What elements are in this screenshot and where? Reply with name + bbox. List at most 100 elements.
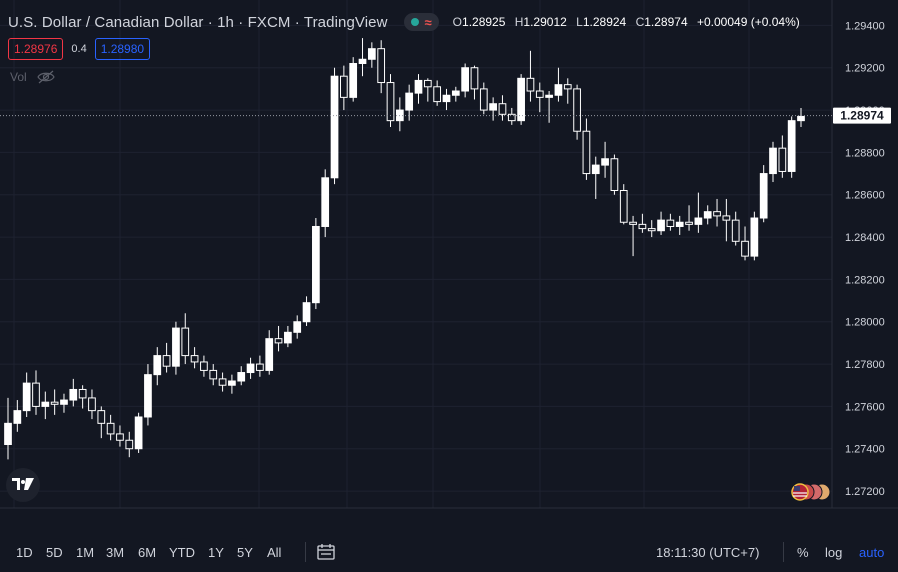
candle-body-down: [507, 113, 516, 122]
sell-button[interactable]: 1.28976: [8, 38, 64, 60]
candle-body-up: [41, 401, 50, 407]
timeframe-button[interactable]: 5D: [46, 545, 63, 560]
candle: [358, 38, 367, 77]
candle-body-up: [237, 372, 246, 382]
candle: [713, 198, 721, 227]
timeframe-button[interactable]: All: [267, 545, 282, 560]
change-value: +0.00049 (+0.04%): [696, 15, 800, 29]
tradingview-logo[interactable]: [6, 468, 40, 502]
date-range-icon[interactable]: [317, 544, 335, 560]
candle-body-up: [144, 374, 152, 418]
candle-body-up: [489, 103, 497, 111]
candle: [405, 84, 414, 121]
chart-legend: U.S. Dollar / Canadian Dollar · 1h · FXC…: [8, 12, 800, 32]
candle-body-down: [78, 388, 87, 399]
candle-body-down: [32, 382, 40, 407]
candle: [340, 65, 348, 111]
log-scale-button[interactable]: log: [825, 545, 843, 560]
candle-body-up: [69, 388, 78, 401]
open-label: O: [452, 15, 463, 29]
timeframe-button[interactable]: YTD: [169, 545, 195, 560]
candle-body-up: [442, 94, 451, 103]
candle: [144, 364, 152, 426]
spread-value: 0.4: [71, 43, 87, 55]
eye-off-icon[interactable]: [36, 70, 55, 84]
candle: [237, 366, 246, 386]
candle: [88, 389, 96, 420]
candle: [638, 213, 647, 233]
candle-body-down: [479, 88, 488, 111]
candle: [601, 141, 609, 178]
candle: [507, 107, 516, 125]
timeframe-button[interactable]: 1M: [76, 545, 95, 560]
grid-lines: [0, 0, 832, 508]
candle-body-down: [190, 355, 199, 363]
candle: [685, 205, 693, 231]
candle: [647, 220, 656, 238]
candle: [200, 355, 208, 377]
candle-body-down: [731, 219, 740, 242]
candle-body-up: [302, 302, 311, 323]
candle-body-down: [162, 355, 171, 367]
candle-body-up: [591, 164, 600, 175]
candle-body-up: [246, 363, 255, 374]
candle: [22, 372, 31, 417]
candle-body-down: [256, 363, 264, 371]
candle-body-up: [293, 321, 302, 333]
candle: [395, 97, 404, 132]
candle-body-down: [638, 223, 647, 230]
candle: [470, 65, 479, 100]
candle-body-down: [209, 369, 218, 380]
market-open-icon: [410, 18, 419, 26]
candles-group: [4, 38, 805, 460]
candle: [32, 370, 40, 415]
candle-body-up: [367, 48, 376, 60]
candle: [349, 57, 358, 102]
candle-body-down: [535, 90, 544, 98]
candle: [610, 154, 619, 195]
candle-body-up: [657, 219, 665, 232]
candle-body-up: [517, 77, 525, 122]
candle-body-down: [181, 327, 190, 357]
candle: [442, 88, 451, 111]
candle-body-up: [769, 147, 777, 175]
symbol-title[interactable]: U.S. Dollar / Canadian Dollar · 1h · FXC…: [8, 13, 388, 31]
price-chart[interactable]: 1.294001.292001.290001.288001.286001.284…: [0, 0, 898, 510]
candle: [694, 192, 703, 233]
candle-body-up: [675, 221, 684, 227]
candle: [302, 296, 311, 326]
candle-body-up: [4, 422, 12, 446]
event-flags[interactable]: [791, 483, 831, 501]
timeframe-button[interactable]: 6M: [138, 545, 157, 560]
timeframe-button[interactable]: 5Y: [237, 545, 253, 560]
candle-body-up: [228, 380, 236, 386]
timeframe-button[interactable]: 3M: [106, 545, 125, 560]
candle: [629, 215, 637, 257]
candle-body-up: [759, 173, 768, 219]
timezone-clock[interactable]: 18:11:30 (UTC+7): [656, 545, 760, 560]
candle: [498, 95, 507, 121]
candle: [386, 74, 395, 127]
timeframe-button[interactable]: 1Y: [208, 545, 224, 560]
timeframe-button[interactable]: 1D: [16, 545, 33, 560]
candle: [284, 325, 292, 348]
candle-body-up: [405, 92, 414, 111]
ohlc-values: O1.28925 H1.29012 L1.28924 C1.28974 +0.0…: [453, 15, 800, 29]
candle-body-up: [554, 84, 563, 96]
percent-scale-button[interactable]: %: [797, 545, 809, 560]
buy-button[interactable]: 1.28980: [94, 38, 151, 60]
candle-body-up: [153, 355, 162, 376]
candle: [414, 74, 423, 104]
price-tick-label: 1.28200: [845, 274, 885, 286]
auto-scale-button[interactable]: auto: [859, 545, 885, 560]
candle: [312, 218, 320, 310]
candle-body-up: [284, 331, 292, 344]
market-status-pill[interactable]: ≈: [403, 13, 439, 31]
candle: [50, 389, 59, 415]
candle: [741, 226, 749, 261]
candle-body-down: [274, 338, 283, 344]
candle: [778, 135, 787, 178]
candle-body-down: [97, 410, 106, 424]
volume-indicator[interactable]: Vol: [10, 70, 55, 84]
candle-body-up: [330, 75, 339, 179]
